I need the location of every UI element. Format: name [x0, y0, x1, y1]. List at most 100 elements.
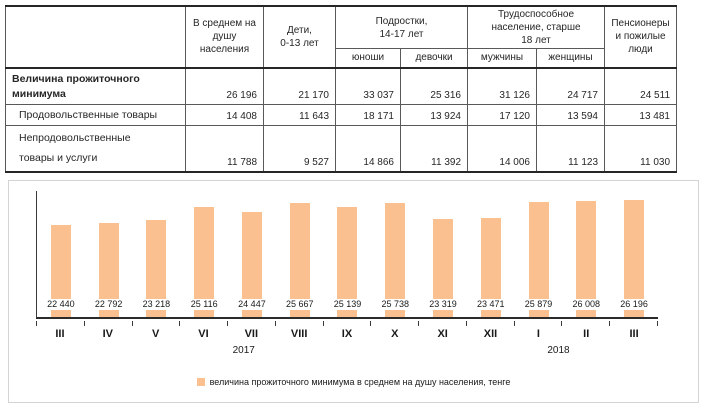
value-cell: 11 030 [604, 125, 677, 174]
bar-value-label: 23 218 [141, 299, 172, 310]
value-cell: 11 788 [185, 125, 264, 174]
bar [385, 203, 406, 317]
bar-slot: 25 879 [515, 191, 563, 317]
bar-slot: 26 196 [610, 191, 658, 317]
axis-tick [515, 321, 563, 326]
bar-chart-container: 22 440 22 792 23 218 25 116 24 447 25 667 25 1… [8, 180, 699, 403]
value-cell: 26 196 [185, 66, 264, 105]
year-label-2018: 2018 [547, 345, 570, 356]
bar-slot: 23 218 [133, 191, 181, 317]
bar [337, 207, 358, 317]
bar-slot: 25 738 [371, 191, 419, 317]
bar [146, 220, 167, 317]
x-axis-ticks [36, 321, 658, 326]
col-header-children: Дети, 0-13 лет [263, 5, 336, 68]
bar-value-label: 25 139 [332, 299, 363, 310]
month-tick-label: II [583, 328, 590, 340]
month-tick-label: III [629, 328, 639, 340]
bar-value-label: 25 116 [189, 299, 219, 310]
col-header-men: мужчины [467, 48, 537, 68]
month-tick-label: IX [341, 328, 353, 340]
bar [433, 219, 453, 317]
x-axis-year-labels: 2017 2018 [36, 345, 658, 358]
axis-tick [133, 321, 181, 326]
col-header-average: В среднем на душу населения [185, 5, 264, 68]
value-cell: 11 392 [400, 125, 468, 174]
row-label-cell: Величина прожиточного минимума [5, 66, 186, 105]
col-header-women: женщины [536, 48, 605, 68]
bar-value-label: 22 792 [93, 299, 124, 310]
axis-tick [180, 321, 229, 326]
bar [50, 225, 71, 317]
bar-slot: 25 667 [276, 191, 324, 317]
axis-tick [37, 321, 85, 326]
value-cell: 14 408 [185, 103, 264, 127]
month-tick-label: XII [483, 328, 498, 340]
axis-tick [419, 321, 467, 326]
axis-tick [610, 321, 658, 326]
bar [624, 200, 645, 317]
bar-value-label: 25 667 [284, 299, 315, 310]
value-cell: 14 866 [335, 125, 401, 174]
bar-value-label: 25 738 [380, 299, 410, 310]
value-cell: 25 316 [400, 66, 468, 105]
bar-chart-plot-area: 22 440 22 792 23 218 25 116 24 447 25 667 25 1… [36, 191, 658, 319]
col-header-working: Трудоспособное население, старше 18 лет [467, 5, 605, 49]
bar-slot: 25 116 [180, 191, 228, 317]
col-header-teens: Подростки, 14-17 лет [335, 5, 468, 49]
axis-tick [371, 321, 420, 326]
value-cell: 13 594 [536, 103, 605, 127]
bar-slot: 25 139 [324, 191, 372, 317]
value-cell: 24 511 [604, 66, 677, 105]
table-row: Величина прожиточного минимума 26 196 21 1… [5, 66, 677, 105]
bar-value-label: 25 879 [523, 299, 554, 310]
value-cell: 11 123 [536, 125, 605, 174]
row-label-cell: Непродовольственные товары и услуги [5, 125, 186, 174]
value-cell: 13 481 [604, 103, 677, 127]
axis-tick [324, 321, 372, 326]
axis-tick [467, 321, 515, 326]
value-cell: 17 120 [467, 103, 537, 127]
value-cell: 11 643 [263, 103, 336, 127]
month-tick-label: XI [437, 328, 448, 340]
axis-tick [562, 321, 611, 326]
bar [194, 207, 215, 317]
bar-value-label: 24 447 [237, 299, 267, 310]
table-row: Непродовольственные товары и услуги 11 78… [5, 125, 677, 174]
bar [98, 223, 119, 317]
row-label-cell: Продовольственные товары [5, 103, 186, 127]
bar-value-label: 23 471 [476, 299, 506, 310]
value-cell: 18 171 [335, 103, 401, 127]
bar-slot: 26 008 [562, 191, 610, 317]
bar [289, 203, 310, 317]
legend-swatch-icon [196, 378, 205, 386]
bar [528, 202, 549, 317]
chart-legend: величина прожиточного минимума в среднем… [9, 377, 698, 387]
bar-value-label: 23 319 [428, 299, 458, 310]
value-cell: 31 126 [467, 66, 537, 105]
value-cell: 33 037 [335, 66, 401, 105]
col-header-girls: девочки [400, 48, 468, 68]
col-header-boys: юноши [335, 48, 401, 68]
bar [241, 212, 262, 317]
axis-tick [228, 321, 276, 326]
axis-tick [276, 321, 324, 326]
table-subheader-row: юноши девочки мужчины женщины [6, 48, 677, 68]
value-cell: 24 717 [536, 66, 605, 105]
legend-label: величина прожиточного минимума в среднем… [209, 377, 511, 387]
month-tick-label: I [536, 328, 540, 340]
month-tick-label: VII [244, 328, 259, 340]
bar-slot: 24 447 [228, 191, 276, 317]
table-row: Продовольственные товары 14 408 11 643 18 1… [5, 103, 677, 127]
month-tick-label: IV [102, 328, 113, 340]
bar-slot: 23 319 [419, 191, 467, 317]
bar-slot: 22 440 [37, 191, 85, 317]
col-header-pensioners: Пенсионеры и пожилые люди [604, 5, 677, 68]
year-label-2017: 2017 [232, 345, 255, 356]
value-cell: 21 170 [263, 66, 336, 105]
value-cell: 14 006 [467, 125, 537, 174]
month-tick-label: VI [198, 328, 209, 340]
bar-value-label: 26 008 [571, 299, 602, 310]
value-cell: 9 527 [263, 125, 336, 174]
axis-tick [85, 321, 133, 326]
